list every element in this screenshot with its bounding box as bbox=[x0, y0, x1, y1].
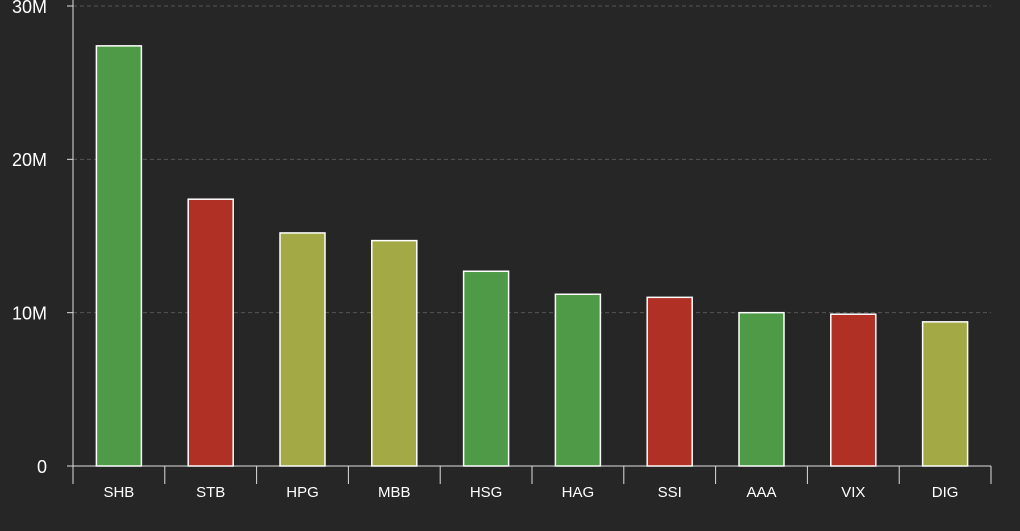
x-tick-label: AAA bbox=[746, 484, 776, 501]
x-tick-label: VIX bbox=[841, 484, 865, 501]
x-tick-label: HSG bbox=[470, 484, 503, 501]
bar bbox=[187, 198, 234, 467]
x-tick-label: SSI bbox=[658, 484, 682, 501]
bar bbox=[462, 270, 510, 467]
bar bbox=[830, 313, 877, 467]
bar bbox=[371, 239, 418, 467]
bar bbox=[95, 45, 143, 467]
bar bbox=[738, 311, 785, 467]
x-tick-label: HPG bbox=[286, 484, 319, 501]
x-tick-label: HAG bbox=[562, 484, 595, 501]
bar bbox=[646, 296, 693, 467]
bar bbox=[554, 293, 602, 467]
y-tick-label: 0 bbox=[37, 457, 47, 477]
x-tick-label: DIG bbox=[932, 484, 959, 501]
bar bbox=[279, 232, 326, 467]
y-tick-label: 20M bbox=[12, 150, 47, 170]
bar bbox=[921, 321, 969, 467]
x-tick-label: SHB bbox=[103, 484, 134, 501]
y-tick-label: 10M bbox=[12, 303, 47, 323]
y-tick-label: 30M bbox=[12, 0, 47, 17]
x-tick-label: MBB bbox=[378, 484, 411, 501]
x-tick-label: STB bbox=[196, 484, 225, 501]
